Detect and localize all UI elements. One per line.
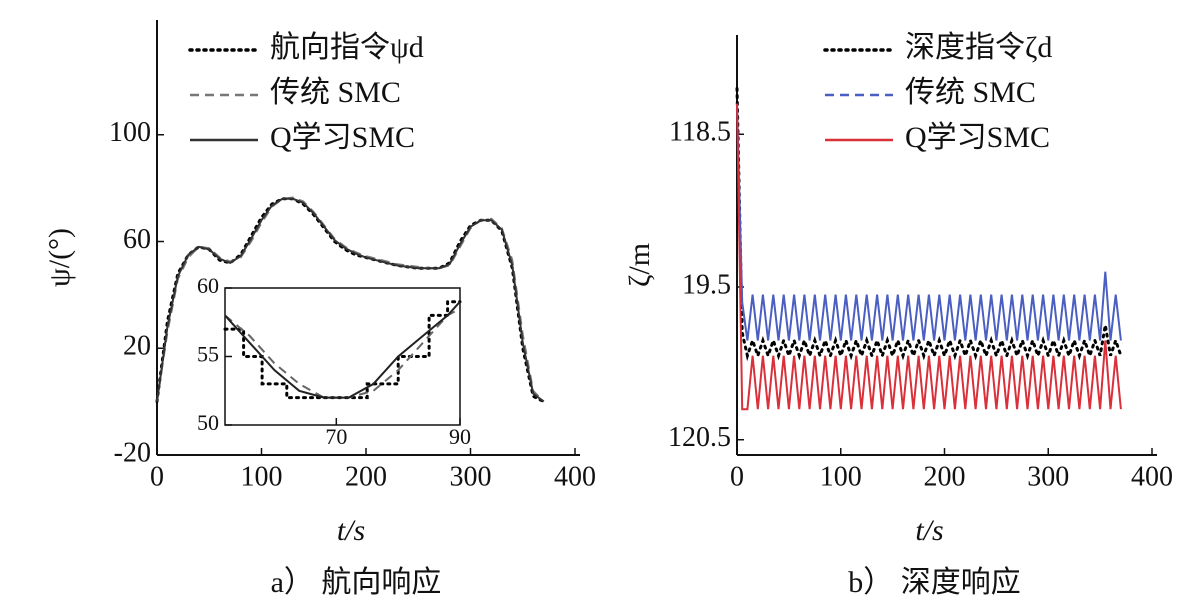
series-line (224, 301, 461, 399)
series-line (736, 103, 1122, 341)
x-axis-label: t/s (915, 514, 943, 547)
legend-label: 传统 SMC (905, 76, 1036, 109)
x-tick-label: 400 (1131, 461, 1173, 492)
legend-label: Q学习SMC (270, 121, 415, 154)
y-tick-label: 55 (197, 342, 219, 367)
y-tick-label: -20 (114, 437, 151, 468)
x-tick-label: 100 (241, 461, 283, 492)
y-tick-label: 60 (197, 273, 219, 298)
y-axis-label: ζ/m (623, 243, 656, 287)
y-tick-label: 19.5 (682, 269, 731, 300)
y-tick-label: 120.5 (668, 422, 731, 453)
y-tick-label: 20 (123, 331, 151, 362)
y-tick-label: 50 (197, 410, 219, 435)
series-line (156, 197, 545, 403)
x-tick-label: 300 (450, 461, 492, 492)
x-tick-label: 200 (924, 461, 966, 492)
legend-label: 航向指令ψd (270, 31, 424, 64)
caption: b） 深度响应 (848, 566, 1021, 599)
series-line (736, 103, 1122, 411)
x-tick-label: 0 (730, 461, 744, 492)
legend-label: 传统 SMC (270, 76, 401, 109)
x-tick-label: 100 (820, 461, 862, 492)
y-tick-label: 60 (123, 224, 151, 255)
y-tick-label: 118.5 (669, 117, 731, 148)
x-tick-label: 90 (449, 424, 471, 449)
y-axis-label: ψ/(°) (43, 228, 76, 287)
x-tick-label: 0 (150, 461, 164, 492)
x-tick-label: 70 (325, 424, 347, 449)
series-line (735, 87, 1123, 362)
x-tick-label: 200 (345, 461, 387, 492)
legend-label: Q学习SMC (905, 121, 1050, 154)
x-tick-label: 400 (554, 461, 596, 492)
inset-frame (224, 287, 461, 426)
y-tick-label: 100 (109, 117, 151, 148)
x-axis-label: t/s (337, 514, 365, 547)
legend-label: 深度指令ζd (905, 31, 1052, 64)
caption: a） 航向响应 (271, 566, 442, 599)
series-line (223, 300, 462, 400)
x-tick-label: 300 (1027, 461, 1069, 492)
